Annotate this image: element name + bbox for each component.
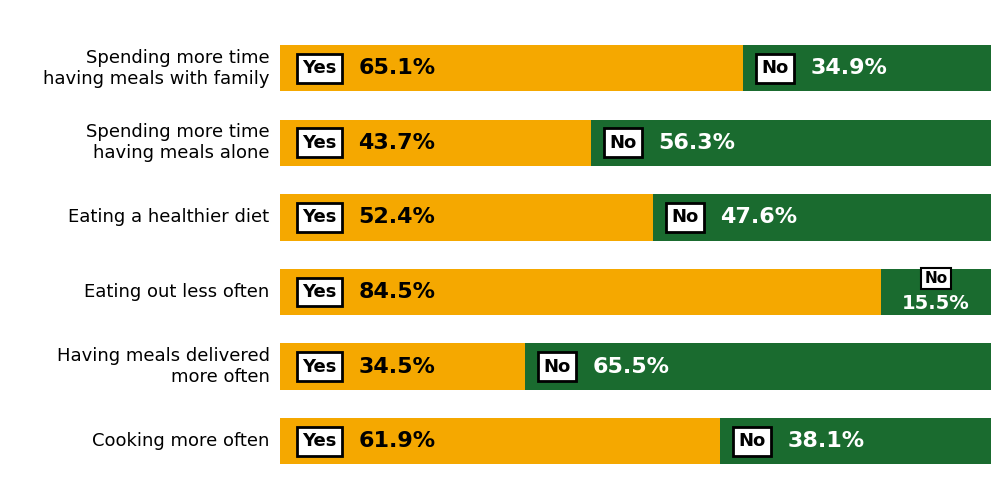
Text: 47.6%: 47.6% (720, 207, 798, 227)
Text: 43.7%: 43.7% (358, 133, 435, 153)
Text: Spending more time
having meals alone: Spending more time having meals alone (86, 123, 269, 162)
Text: 52.4%: 52.4% (358, 207, 435, 227)
Text: 84.5%: 84.5% (358, 282, 435, 302)
Text: Eating a healthier diet: Eating a healthier diet (68, 208, 269, 226)
Text: 65.1%: 65.1% (358, 58, 435, 78)
Bar (720, 418, 991, 464)
Text: 34.5%: 34.5% (358, 356, 435, 376)
Bar (591, 120, 991, 166)
Bar (280, 418, 720, 464)
Text: Cooking more often: Cooking more often (92, 432, 269, 450)
Text: 56.3%: 56.3% (659, 133, 736, 153)
Bar (653, 194, 991, 241)
Text: No: No (924, 271, 948, 286)
Text: Yes: Yes (302, 283, 336, 301)
Text: Eating out less often: Eating out less often (84, 283, 269, 301)
Text: 65.5%: 65.5% (593, 356, 670, 376)
Text: Having meals delivered
more often: Having meals delivered more often (57, 347, 269, 386)
Bar (280, 120, 591, 166)
Bar (280, 194, 653, 241)
Text: 15.5%: 15.5% (902, 294, 970, 313)
Text: Yes: Yes (302, 208, 336, 226)
Text: Yes: Yes (302, 134, 336, 152)
Text: 61.9%: 61.9% (358, 431, 435, 451)
Text: 38.1%: 38.1% (788, 431, 865, 451)
Bar (280, 269, 881, 315)
Text: Spending more time
having meals with family: Spending more time having meals with fam… (43, 49, 269, 88)
Text: No: No (739, 432, 766, 450)
Text: Yes: Yes (302, 432, 336, 450)
Bar (743, 45, 991, 92)
Text: Yes: Yes (302, 59, 336, 77)
Bar (280, 343, 526, 390)
Bar (881, 269, 991, 315)
Text: Yes: Yes (302, 357, 336, 375)
Text: No: No (610, 134, 637, 152)
Text: No: No (671, 208, 699, 226)
Bar (280, 45, 743, 92)
Text: No: No (762, 59, 789, 77)
Text: No: No (544, 357, 572, 375)
Text: 34.9%: 34.9% (811, 58, 887, 78)
Bar (526, 343, 991, 390)
